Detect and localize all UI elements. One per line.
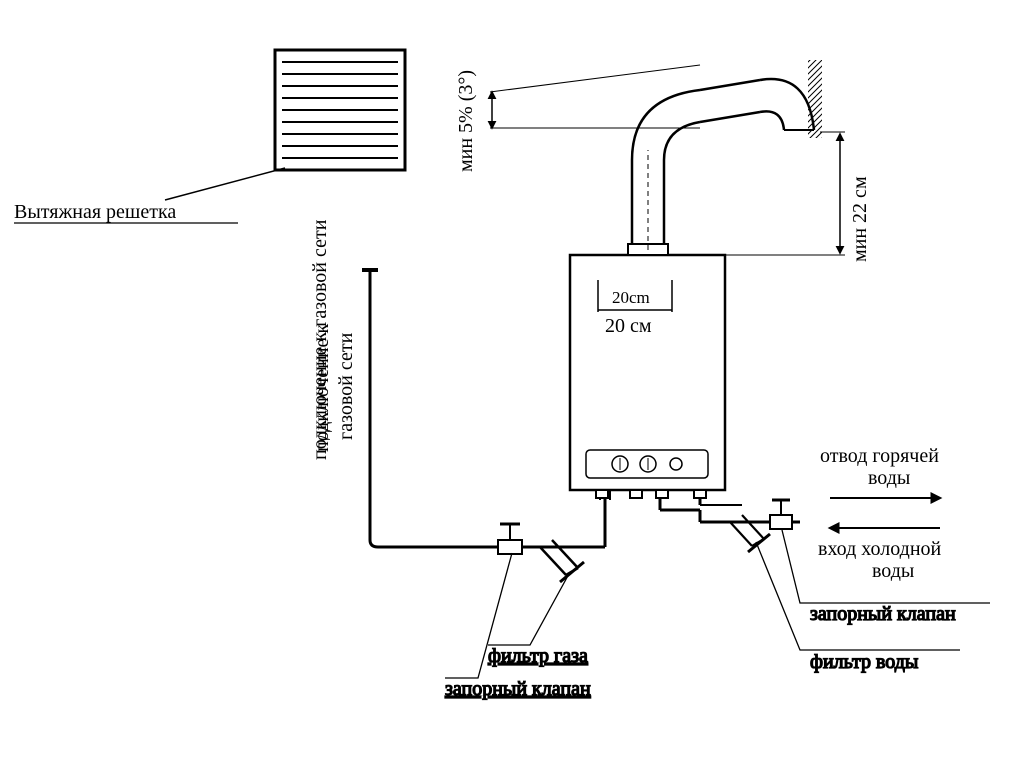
- cold-in-label2: воды: [872, 560, 914, 582]
- wall-hatch: [808, 60, 822, 138]
- flow-arrows: [830, 498, 940, 528]
- gas-connection-label: подключение к газовой сети подключение к…: [309, 219, 357, 460]
- svg-text:подключение к: подключение к: [311, 324, 333, 452]
- dim-slope-label: мин 5% (3°): [455, 70, 477, 172]
- water-labels: отвод горячей воды вход холодной воды: [818, 445, 942, 582]
- flue-pipe: [632, 79, 814, 244]
- hot-out-label2: воды: [868, 467, 910, 489]
- dim-22cm-label: мин 22 см: [849, 176, 871, 262]
- gas-valve-label: запорный клапан: [445, 678, 591, 700]
- gas-heater-diagram: Вытяжная решетка 20cm 20 см: [0, 0, 1024, 776]
- water-filter-label: фильтр воды: [810, 651, 918, 673]
- svg-text:газовой сети: газовой сети: [335, 332, 357, 440]
- water-valve-label: запорный клапан: [810, 603, 956, 625]
- water-heater: 20cm 20 см: [570, 244, 725, 490]
- hot-out-label1: отвод горячей: [820, 445, 939, 467]
- grille-label: Вытяжная решетка: [14, 201, 176, 223]
- dim-20cm-inner: 20cm: [612, 288, 650, 307]
- water-shutoff-valve: [770, 500, 792, 529]
- gas-shutoff-valve: [498, 524, 522, 554]
- cold-in-label1: вход холодной: [818, 538, 942, 560]
- dim-22cm: мин 22 см: [726, 132, 871, 262]
- gas-filter-label: фильтр газа: [488, 645, 588, 667]
- dim-20cm-label: 20 см: [605, 315, 652, 337]
- ventilation-grille: Вытяжная решетка: [14, 50, 405, 223]
